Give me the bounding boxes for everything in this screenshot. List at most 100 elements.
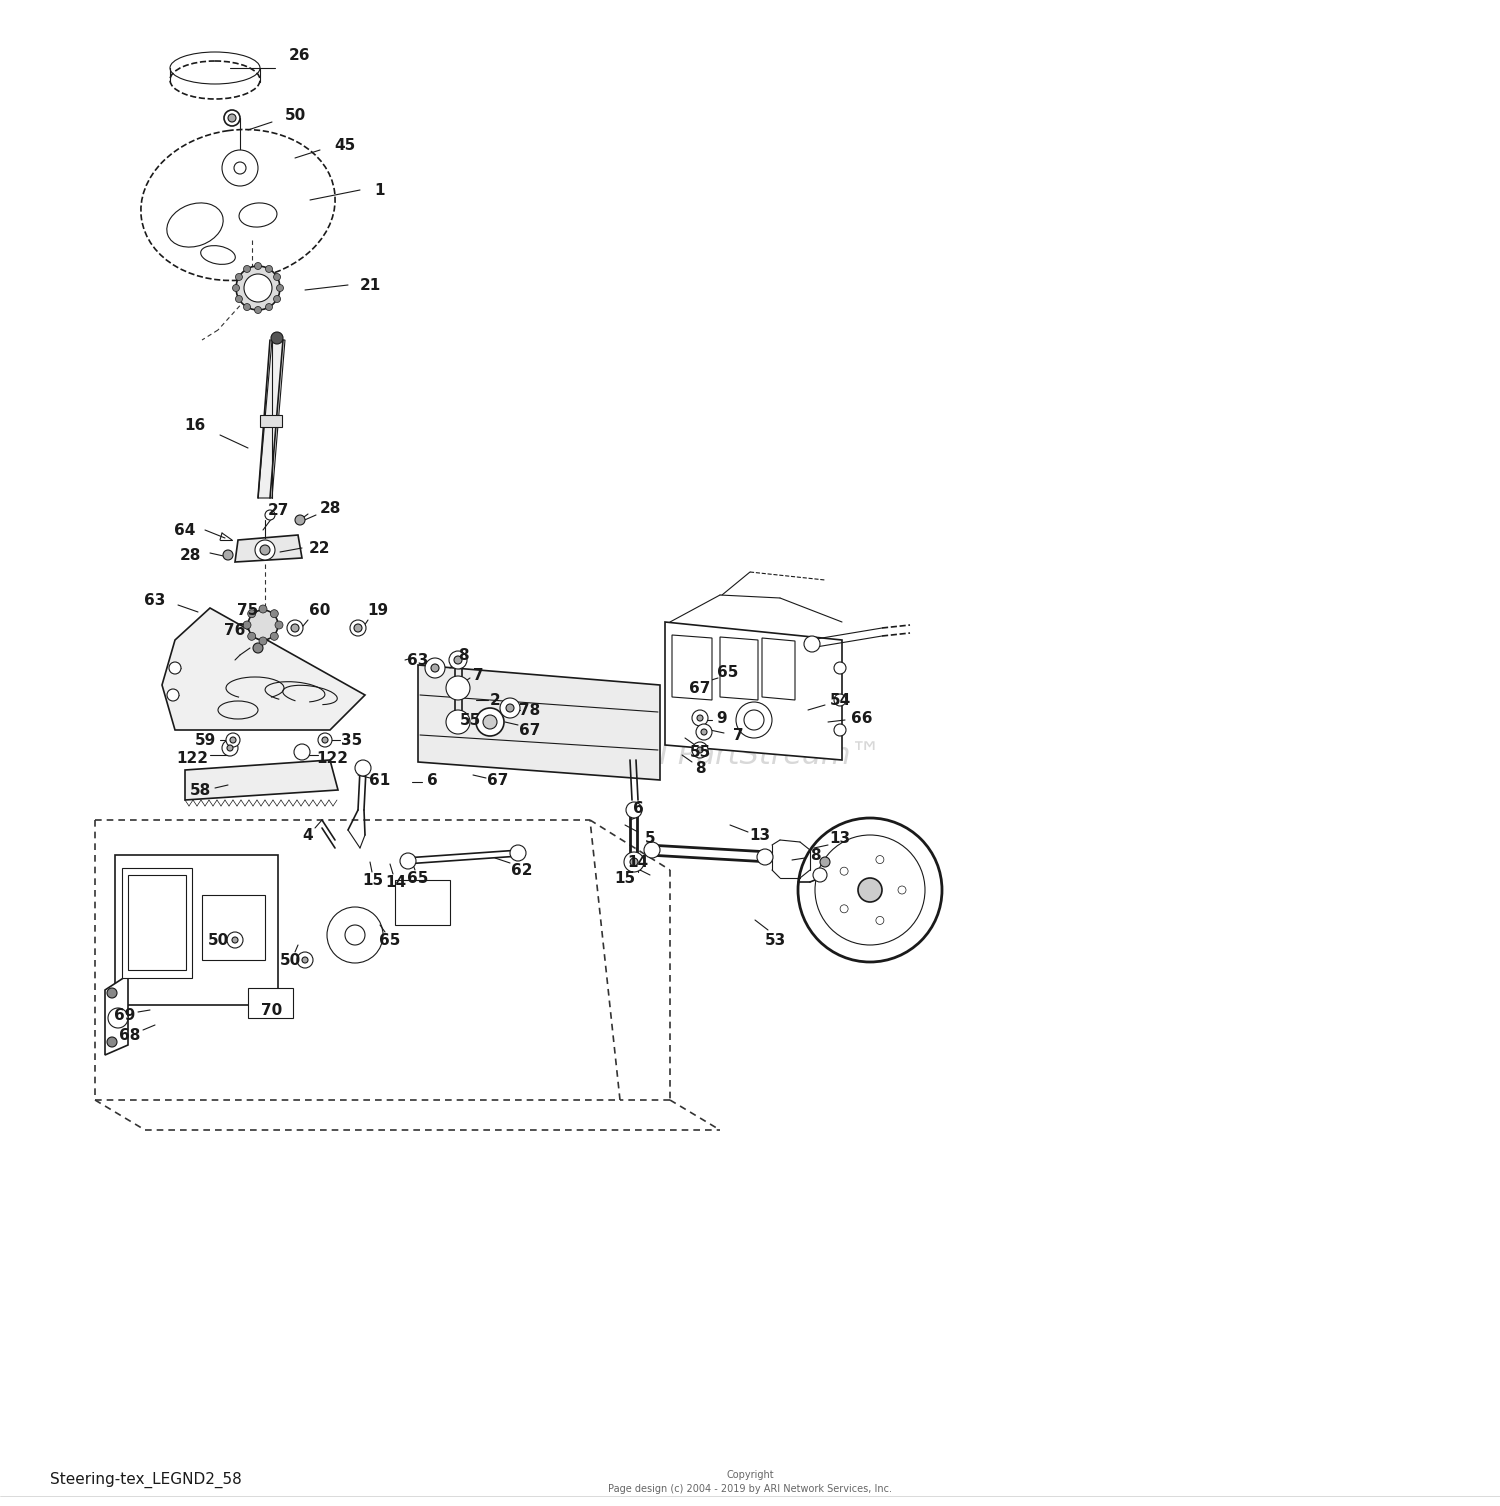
Polygon shape xyxy=(762,639,795,700)
Polygon shape xyxy=(672,636,712,700)
Circle shape xyxy=(350,620,366,636)
Circle shape xyxy=(624,852,644,872)
Circle shape xyxy=(696,724,712,739)
Circle shape xyxy=(244,274,272,303)
Circle shape xyxy=(226,745,232,751)
Text: 50: 50 xyxy=(285,107,306,122)
Text: 75: 75 xyxy=(237,602,258,617)
Text: 61: 61 xyxy=(369,773,390,788)
Circle shape xyxy=(736,702,772,738)
Text: 78: 78 xyxy=(519,702,540,717)
Text: 64: 64 xyxy=(174,523,195,538)
Circle shape xyxy=(322,736,328,742)
Text: 13: 13 xyxy=(750,827,771,842)
Circle shape xyxy=(813,867,826,883)
Text: 13: 13 xyxy=(830,830,850,845)
Polygon shape xyxy=(236,535,302,562)
Circle shape xyxy=(506,703,515,712)
Text: 67: 67 xyxy=(488,773,508,788)
Circle shape xyxy=(858,878,882,902)
Circle shape xyxy=(354,623,362,633)
Circle shape xyxy=(804,636,820,652)
Text: Steering-tex_LEGND2_58: Steering-tex_LEGND2_58 xyxy=(50,1471,242,1488)
Text: 1: 1 xyxy=(375,182,386,197)
Circle shape xyxy=(243,620,250,630)
Polygon shape xyxy=(105,974,128,1056)
Polygon shape xyxy=(202,895,266,959)
Text: 4: 4 xyxy=(303,827,313,842)
Circle shape xyxy=(236,274,243,280)
Circle shape xyxy=(356,761,370,776)
Circle shape xyxy=(297,952,314,968)
Circle shape xyxy=(243,265,250,273)
Circle shape xyxy=(170,663,182,675)
Circle shape xyxy=(834,724,846,736)
Text: 66: 66 xyxy=(852,711,873,726)
Text: 63: 63 xyxy=(408,652,429,667)
Text: 55: 55 xyxy=(690,744,711,759)
Text: 22: 22 xyxy=(309,541,330,556)
Text: 122: 122 xyxy=(176,750,208,765)
Polygon shape xyxy=(720,637,758,700)
Circle shape xyxy=(876,855,884,863)
Circle shape xyxy=(500,697,520,718)
Circle shape xyxy=(430,664,439,672)
Circle shape xyxy=(626,803,642,818)
Text: 65: 65 xyxy=(717,664,738,679)
Text: 7: 7 xyxy=(472,667,483,682)
Text: 69: 69 xyxy=(114,1008,135,1023)
Circle shape xyxy=(236,267,280,310)
Circle shape xyxy=(260,545,270,556)
Text: 21: 21 xyxy=(360,277,381,292)
Text: 50: 50 xyxy=(207,932,228,947)
Circle shape xyxy=(255,541,274,560)
Text: 28: 28 xyxy=(320,500,340,515)
Circle shape xyxy=(236,295,243,303)
Text: 26: 26 xyxy=(290,48,310,63)
Circle shape xyxy=(834,694,846,706)
Circle shape xyxy=(222,739,238,756)
Circle shape xyxy=(318,733,332,747)
Circle shape xyxy=(224,110,240,127)
Text: 19: 19 xyxy=(368,602,388,617)
Bar xyxy=(260,416,282,428)
Circle shape xyxy=(106,988,117,998)
Text: 15: 15 xyxy=(615,870,636,886)
Text: 14: 14 xyxy=(627,854,648,869)
Circle shape xyxy=(248,610,278,640)
Polygon shape xyxy=(162,608,364,730)
Text: 16: 16 xyxy=(184,417,206,432)
Circle shape xyxy=(270,633,279,640)
Text: 28: 28 xyxy=(180,548,201,563)
Circle shape xyxy=(266,265,273,273)
Polygon shape xyxy=(116,855,278,1005)
Circle shape xyxy=(476,708,504,736)
Polygon shape xyxy=(122,867,192,977)
Circle shape xyxy=(260,605,267,613)
Circle shape xyxy=(692,742,708,758)
Circle shape xyxy=(692,709,708,726)
Circle shape xyxy=(266,304,273,310)
Text: 5: 5 xyxy=(645,830,656,845)
Circle shape xyxy=(273,274,280,280)
Circle shape xyxy=(644,842,660,858)
Text: 7: 7 xyxy=(732,727,744,742)
Text: 67: 67 xyxy=(519,723,540,738)
Circle shape xyxy=(424,658,445,678)
Text: 54: 54 xyxy=(830,693,850,708)
Circle shape xyxy=(276,285,284,292)
Circle shape xyxy=(272,331,284,343)
Circle shape xyxy=(228,114,236,122)
Circle shape xyxy=(446,676,470,700)
Text: ARI PartStream™: ARI PartStream™ xyxy=(618,741,882,770)
Circle shape xyxy=(840,867,848,875)
Circle shape xyxy=(700,729,706,735)
Text: 6: 6 xyxy=(633,801,644,816)
Circle shape xyxy=(226,733,240,747)
Circle shape xyxy=(243,304,250,310)
Text: 8: 8 xyxy=(810,848,820,863)
Circle shape xyxy=(232,937,238,943)
Text: 45: 45 xyxy=(334,137,356,152)
Text: 2: 2 xyxy=(489,693,501,708)
Circle shape xyxy=(483,715,496,729)
